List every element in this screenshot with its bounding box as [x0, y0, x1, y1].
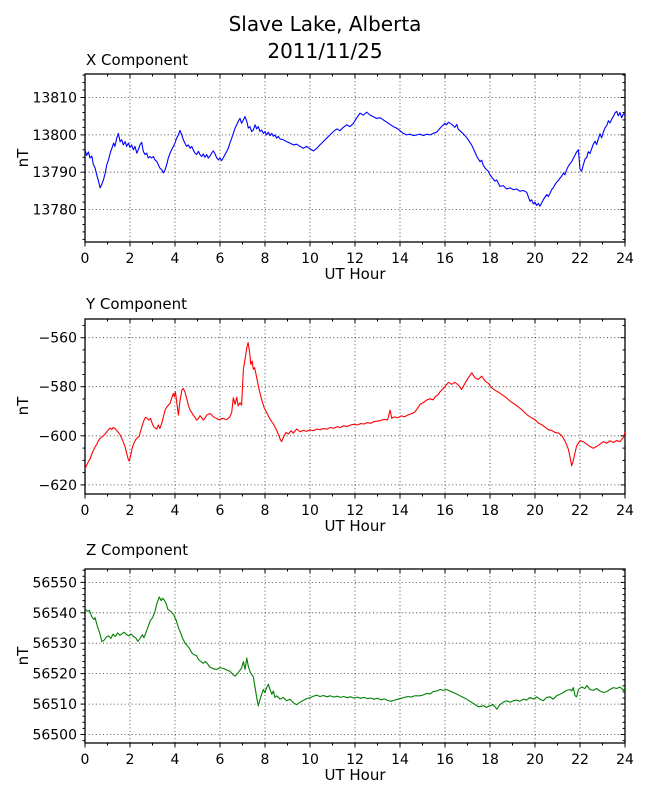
x-tick-label: 10	[301, 251, 319, 267]
x-axis-label-x-component: UT Hour	[324, 265, 386, 283]
y-tick-label: 13790	[32, 165, 77, 181]
plot-border	[84, 318, 626, 495]
x-tick-label: 0	[81, 752, 90, 768]
x-tick-label: 4	[171, 752, 180, 768]
subplot-y-component: 0 2 4 6 8 10 12 14 16 18 20 22 24−620−600−580−560	[39, 318, 634, 519]
y-tick-label: 56540	[32, 606, 77, 622]
subplot-title-z-component: Z Component	[86, 541, 189, 559]
x-tick-label: 6	[216, 503, 225, 519]
x-tick-label: 4	[171, 503, 180, 519]
plot-border	[84, 568, 626, 744]
x-tick-label: 22	[571, 503, 589, 519]
x-tick-label: 12	[346, 752, 364, 768]
subplot-z-component: 0 2 4 6 8 10 12 14 16 18 20 22 245650056510565205653…	[32, 568, 634, 768]
x-tick-label: 14	[391, 251, 409, 267]
x-tick-label: 16	[436, 251, 454, 267]
x-tick-label: 16	[436, 752, 454, 768]
y-tick-label: 56520	[32, 667, 77, 683]
subplot-x-component: 0 2 4 6 8 10 12 14 16 18 20 22 241378013790138001381…	[32, 73, 634, 267]
y-tick-label: 13780	[32, 203, 77, 219]
y-tick-label: 13800	[32, 128, 77, 144]
y-tick-label: −620	[39, 478, 77, 494]
x-tick-label: 24	[616, 752, 634, 768]
y-tick-label: −580	[39, 380, 77, 396]
x-tick-label: 24	[616, 251, 634, 267]
y-tick-label: 56530	[32, 636, 77, 652]
x-axis-label-z-component: UT Hour	[324, 766, 386, 784]
x-tick-label: 2	[126, 251, 135, 267]
figure-title: Slave Lake, Alberta	[228, 12, 422, 36]
y-axis-label-z-component: nT	[14, 646, 32, 666]
x-tick-label: 10	[301, 752, 319, 768]
x-tick-label: 14	[391, 752, 409, 768]
y-axis-label-y-component: nT	[14, 396, 32, 416]
y-tick-label: −600	[39, 429, 77, 445]
y-tick-label: 13810	[32, 91, 77, 107]
x-tick-label: 24	[616, 503, 634, 519]
x-tick-label: 2	[126, 503, 135, 519]
x-tick-label: 22	[571, 752, 589, 768]
x-tick-label: 6	[216, 752, 225, 768]
figure-date: 2011/11/25	[267, 39, 383, 63]
x-tick-label: 2	[126, 752, 135, 768]
series-line-y-component	[84, 342, 626, 470]
y-tick-label: 56550	[32, 575, 77, 591]
x-tick-label: 12	[346, 251, 364, 267]
x-tick-label: 18	[481, 503, 499, 519]
y-tick-label: −560	[39, 331, 77, 347]
x-tick-label: 0	[81, 503, 90, 519]
subplot-title-x-component: X Component	[86, 51, 189, 69]
plot-border	[84, 73, 626, 243]
x-tick-label: 0	[81, 251, 90, 267]
x-tick-label: 18	[481, 251, 499, 267]
subplot-title-y-component: Y Component	[86, 295, 188, 313]
x-tick-label: 14	[391, 503, 409, 519]
x-tick-label: 20	[526, 503, 544, 519]
x-tick-label: 4	[171, 251, 180, 267]
x-tick-label: 6	[216, 251, 225, 267]
x-tick-label: 8	[261, 752, 270, 768]
x-tick-label: 16	[436, 503, 454, 519]
y-tick-label: 56510	[32, 697, 77, 713]
y-tick-label: 56500	[32, 728, 77, 744]
x-axis-label-y-component: UT Hour	[324, 517, 386, 535]
x-tick-label: 8	[261, 503, 270, 519]
x-tick-label: 20	[526, 251, 544, 267]
x-tick-label: 20	[526, 752, 544, 768]
series-line-x-component	[84, 110, 626, 207]
x-tick-label: 10	[301, 503, 319, 519]
x-tick-label: 8	[261, 251, 270, 267]
x-tick-label: 18	[481, 752, 499, 768]
x-tick-label: 22	[571, 251, 589, 267]
x-tick-label: 12	[346, 503, 364, 519]
series-line-z-component	[84, 596, 626, 710]
y-axis-label-x-component: nT	[14, 148, 32, 168]
